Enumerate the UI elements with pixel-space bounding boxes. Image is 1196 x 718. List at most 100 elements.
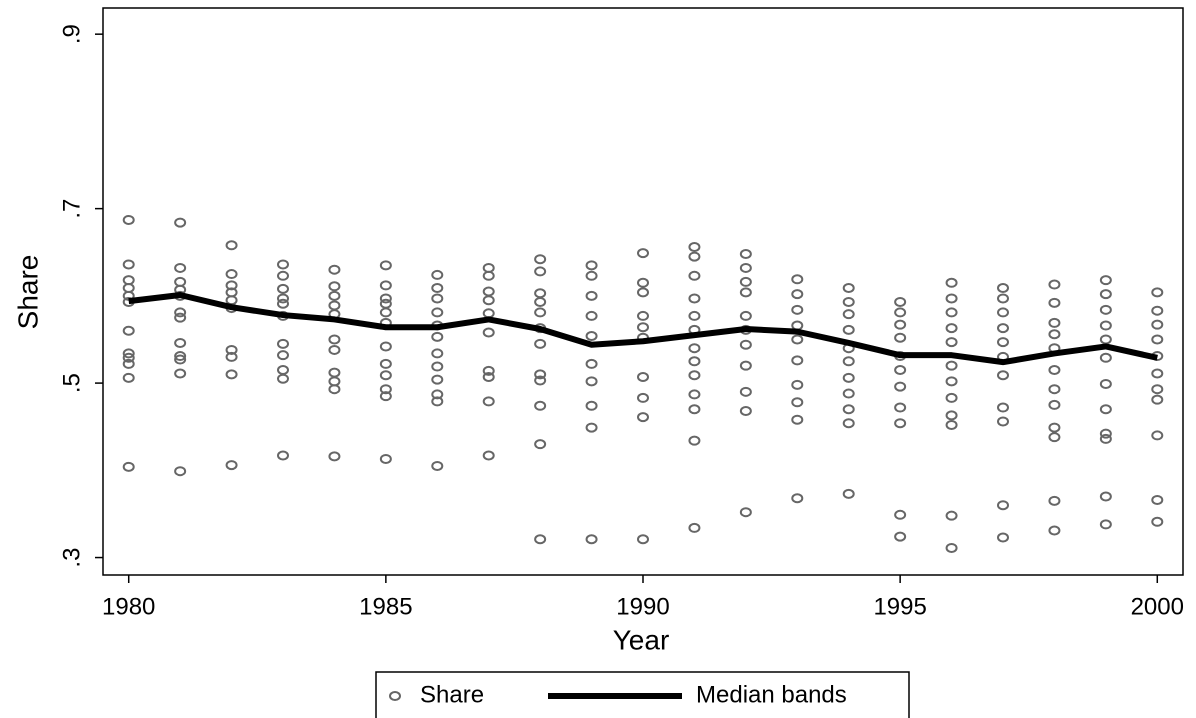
- scatter-point: [379, 384, 392, 395]
- scatter-point: [842, 296, 855, 307]
- scatter-point: [482, 286, 495, 297]
- scatter-point: [534, 400, 547, 411]
- y-axis-label: Share: [12, 255, 43, 330]
- scatter-point: [997, 323, 1009, 334]
- scatter-point: [1048, 432, 1061, 443]
- scatter-point: [431, 374, 444, 385]
- scatter-point: [1099, 289, 1112, 300]
- scatter-point: [1151, 319, 1164, 330]
- scatter-point: [431, 348, 444, 359]
- scatter-point: [945, 542, 958, 553]
- scatter-point: [945, 277, 958, 288]
- scatter-point: [1099, 352, 1112, 363]
- scatter-point: [431, 269, 444, 280]
- scatter-point: [534, 307, 547, 318]
- scatter-point: [328, 281, 341, 292]
- scatter-point: [688, 310, 701, 321]
- scatter-point: [328, 367, 341, 378]
- scatter-point: [945, 337, 958, 348]
- scatter-point: [945, 376, 958, 387]
- scatter-point: [637, 412, 649, 423]
- scatter-point: [379, 298, 392, 309]
- scatter-point: [791, 414, 804, 425]
- scatter-point: [328, 384, 341, 395]
- scatter-point: [894, 509, 907, 520]
- scatter-point: [431, 396, 444, 407]
- scatter-point: [122, 275, 135, 286]
- scatter-point: [791, 397, 804, 408]
- scatter-point: [585, 422, 598, 433]
- scatter-point: [739, 507, 752, 518]
- legend-label: Share: [420, 681, 484, 708]
- scatter-point: [122, 259, 135, 270]
- scatter-point: [997, 307, 1009, 318]
- scatter-point: [1099, 334, 1112, 345]
- scatter-point: [1048, 329, 1061, 340]
- scatter-point: [688, 270, 701, 281]
- scatter-point: [225, 295, 238, 306]
- scatter-point: [1151, 287, 1164, 298]
- scatter-point: [482, 450, 495, 461]
- scatter-point: [637, 248, 649, 259]
- scatter-point: [328, 344, 341, 355]
- y-tick-label: .5: [58, 373, 85, 393]
- scatter-point: [791, 304, 804, 315]
- scatter-point: [431, 293, 444, 304]
- y-tick-label: .7: [58, 199, 85, 219]
- scatter-point: [945, 392, 958, 403]
- scatter-point: [534, 254, 547, 265]
- scatter-point: [791, 355, 804, 366]
- scatter-point: [585, 310, 598, 321]
- scatter-point: [277, 293, 289, 304]
- scatter-point: [637, 371, 649, 382]
- scatter-point: [225, 344, 238, 355]
- scatter-point: [945, 360, 958, 371]
- scatter-point: [482, 270, 495, 281]
- x-axis-label: Year: [613, 624, 670, 655]
- scatter-point: [1151, 368, 1164, 379]
- scatter-point: [379, 370, 392, 381]
- scatter-point: [688, 293, 701, 304]
- scatter-point: [945, 510, 958, 521]
- scatter-point: [431, 283, 444, 294]
- scatter-point: [225, 269, 238, 280]
- scatter-point: [534, 288, 547, 299]
- scatter-point: [688, 404, 701, 415]
- scatter-point: [534, 375, 547, 386]
- scatter-point: [842, 404, 855, 415]
- scatter-point: [482, 308, 495, 319]
- scatter-point: [791, 493, 804, 504]
- scatter-point: [379, 307, 392, 318]
- x-tick-label: 1990: [616, 593, 669, 620]
- scatter-point: [585, 358, 598, 369]
- scatter-point: [842, 309, 855, 320]
- scatter-point: [894, 319, 907, 330]
- scatter-point: [534, 439, 547, 450]
- scatter-point: [277, 298, 289, 309]
- scatter-point: [997, 370, 1009, 381]
- scatter-point: [122, 461, 135, 472]
- scatter-point: [1151, 394, 1164, 405]
- scatter-point: [842, 283, 855, 294]
- scatter-point: [277, 450, 289, 461]
- scatter-point: [842, 418, 855, 429]
- scatter-point: [585, 270, 598, 281]
- x-tick-label: 2000: [1131, 593, 1184, 620]
- scatter-point: [842, 388, 855, 399]
- scatter-point: [1048, 399, 1061, 410]
- scatter-point: [637, 310, 649, 321]
- scatter-point: [637, 392, 649, 403]
- scatter-point: [482, 327, 495, 338]
- scatter-point: [894, 365, 907, 376]
- scatter-point: [791, 274, 804, 285]
- scatter-point: [688, 242, 701, 253]
- scatter-point: [842, 488, 855, 499]
- scatter-point: [585, 376, 598, 387]
- scatter-point: [122, 283, 135, 294]
- scatter-point: [997, 402, 1009, 413]
- scatter-point: [1099, 320, 1112, 331]
- scatter-point: [585, 260, 598, 271]
- scatter-point: [277, 350, 289, 361]
- scatter-point: [791, 320, 804, 331]
